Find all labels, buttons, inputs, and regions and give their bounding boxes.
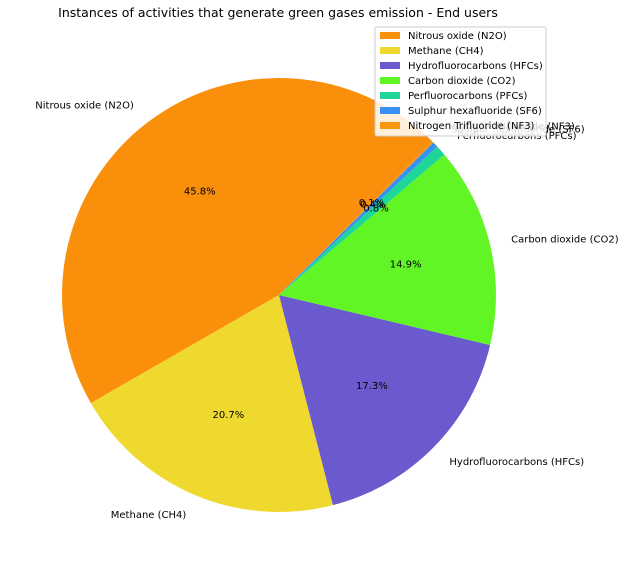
legend-frame (374, 26, 547, 137)
legend-label-nitrogen-trifluoride-nf3: Nitrogen Trifluoride (NF3) (408, 121, 535, 132)
legend-swatch-nitrogen-trifluoride-nf3 (380, 122, 400, 129)
percent-label-sulphur-hexafluoride-sf6: 0.4% (360, 200, 385, 211)
legend-label-methane-ch4: Methane (CH4) (408, 46, 484, 57)
slice-label-nitrous-oxide-n2o: Nitrous oxide (N2O) (35, 101, 134, 112)
pie-slice-sulphur-hexafluoride-sf6 (279, 142, 438, 295)
pie-slice-carbon-dioxide-co2 (279, 154, 496, 345)
percent-label-hydrofluorocarbons-hfcs: 17.3% (356, 381, 388, 392)
pie-slice-nitrogen-trifluoride-nf3 (279, 141, 434, 295)
percent-label-perfluorocarbons-pfcs: 0.8% (363, 203, 388, 214)
legend-swatch-nitrous-oxide-n2o (380, 32, 400, 39)
percent-label-methane-ch4: 20.7% (213, 410, 245, 421)
legend: Nitrous oxide (N2O) Methane (CH4) Hydroflu… (374, 26, 547, 137)
pie-slices (62, 78, 496, 512)
legend-swatch-perfluorocarbons-pfcs (380, 92, 400, 99)
pie-slice-methane-ch4 (90, 295, 333, 512)
slice-label-carbon-dioxide-co2: Carbon dioxide (CO2) (511, 234, 619, 245)
slice-label-hydrofluorocarbons-hfcs: Hydrofluorocarbons (HFCs) (449, 457, 584, 468)
slice-label-methane-ch4: Methane (CH4) (111, 510, 187, 521)
percent-label-carbon-dioxide-co2: 14.9% (390, 260, 422, 271)
legend-swatch-carbon-dioxide-co2 (380, 77, 400, 84)
legend-label-sulphur-hexafluoride-sf6: Sulphur hexafluoride (SF6) (408, 106, 542, 117)
legend-label-carbon-dioxide-co2: Carbon dioxide (CO2) (408, 76, 516, 87)
pie-slice-nitrous-oxide-n2o (62, 78, 433, 404)
legend-label-perfluorocarbons-pfcs: Perfluorocarbons (PFCs) (408, 91, 528, 102)
percent-label-nitrogen-trifluoride-nf3: 0.1% (359, 198, 384, 209)
legend-label-nitrous-oxide-n2o: Nitrous oxide (N2O) (408, 31, 507, 42)
pie-slice-hydrofluorocarbons-hfcs (279, 295, 491, 506)
pie-slice-perfluorocarbons-pfcs (279, 146, 445, 295)
chart-title: Instances of activities that generate gr… (58, 5, 498, 20)
legend-swatch-methane-ch4 (380, 47, 400, 54)
percent-labels: 45.8% 20.7% 17.3% 14.9% 0.8%0.4%0.1% (184, 187, 422, 421)
legend-swatch-sulphur-hexafluoride-sf6 (380, 107, 400, 114)
legend-swatch-hydrofluorocarbons-hfcs (380, 62, 400, 69)
percent-label-nitrous-oxide-n2o: 45.8% (184, 187, 216, 198)
legend-label-hydrofluorocarbons-hfcs: Hydrofluorocarbons (HFCs) (408, 61, 543, 72)
legend-items: Nitrous oxide (N2O) Methane (CH4) Hydroflu… (380, 31, 543, 132)
